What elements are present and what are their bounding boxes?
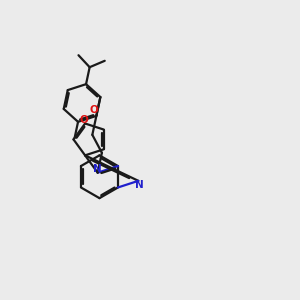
Text: N: N xyxy=(136,180,144,190)
Text: O: O xyxy=(90,106,99,116)
Text: N: N xyxy=(93,164,102,174)
Text: O: O xyxy=(79,115,88,125)
